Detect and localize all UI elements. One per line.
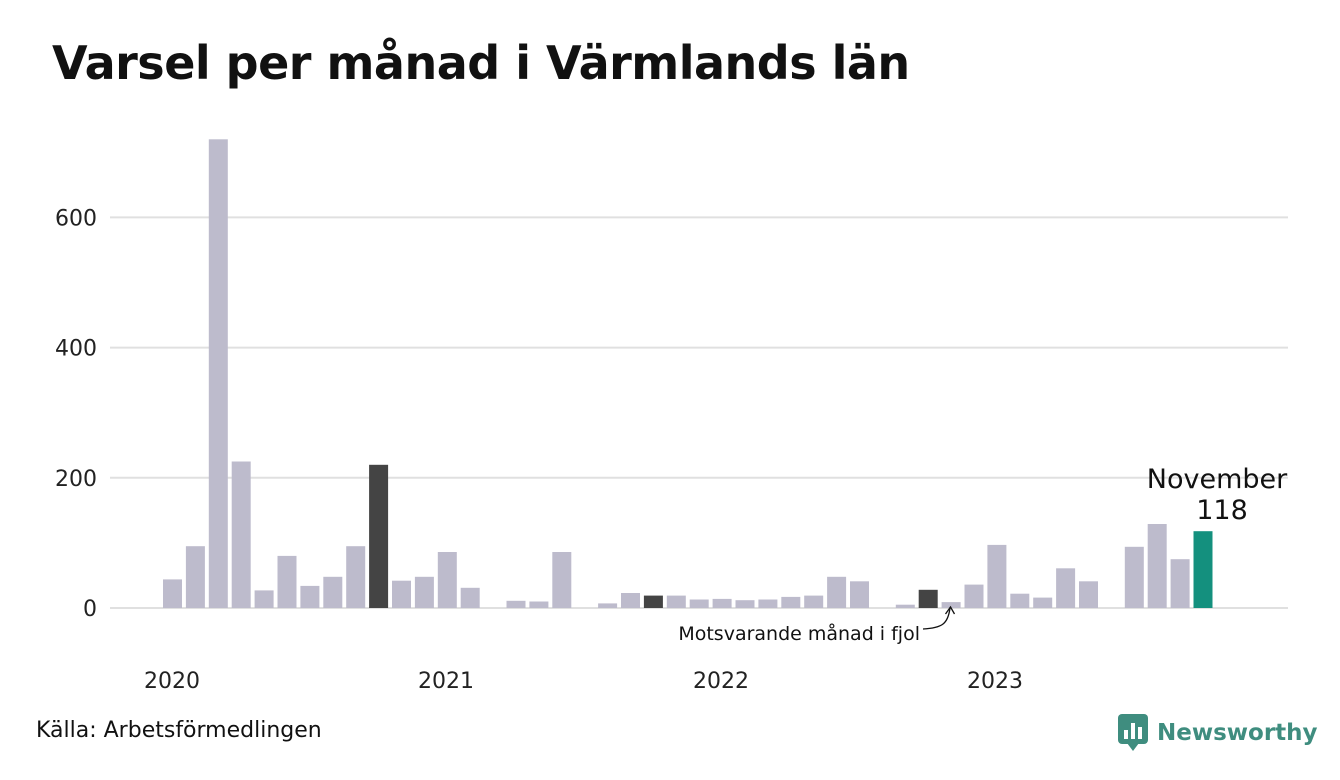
annotation-text: Motsvarande månad i fjol (678, 622, 920, 645)
newsworthy-logo: Newsworthy (1118, 714, 1318, 752)
bar (460, 587, 480, 608)
x-tick-label: 2021 (418, 669, 474, 694)
x-tick-label: 2020 (144, 669, 200, 694)
y-tick-label: 200 (55, 467, 97, 492)
bar (827, 576, 847, 608)
bar (208, 139, 228, 609)
gridlines (110, 216, 1288, 609)
bar (1124, 546, 1144, 608)
bar (1056, 568, 1076, 608)
bar (346, 546, 366, 608)
x-tick-label: 2023 (967, 669, 1023, 694)
newsworthy-logo-icon (1118, 714, 1148, 751)
bar (1079, 581, 1098, 608)
bar (1170, 559, 1190, 608)
y-tick-label: 0 (83, 597, 97, 622)
bar (163, 579, 182, 608)
bar (277, 555, 297, 608)
chart-title: Varsel per månad i Värmlands län (52, 36, 910, 90)
x-tick-label: 2022 (693, 669, 749, 694)
bar (621, 593, 640, 608)
bar-previous-year (643, 595, 663, 608)
bar-chart: 0 200 400 600 2020 2021 2022 2023 Motsvarande … (55, 139, 1288, 694)
bar (529, 601, 549, 608)
annotation-arrow (922, 607, 951, 630)
bar-previous-year (918, 589, 938, 608)
bar (964, 584, 984, 608)
highlight-label: November 118 (1147, 464, 1288, 526)
bar (254, 590, 274, 608)
bar (437, 552, 457, 608)
bar-current-month (1193, 531, 1213, 608)
bar (598, 603, 618, 608)
bars (163, 139, 1213, 609)
y-axis-ticks: 0 200 400 600 (55, 206, 97, 622)
bar (323, 576, 343, 608)
bar (735, 600, 755, 608)
bar (941, 602, 961, 608)
source-note: Källa: Arbetsförmedlingen (36, 718, 322, 743)
bar (414, 576, 434, 608)
bar-previous-year (369, 464, 389, 608)
bar (804, 595, 824, 608)
bar (506, 600, 526, 608)
bar (712, 598, 732, 608)
bar (850, 581, 869, 608)
bar (231, 461, 251, 608)
bar (987, 544, 1007, 608)
annotation-arrowhead (944, 605, 956, 615)
bar (1010, 593, 1030, 608)
highlight-value: 118 (1196, 495, 1248, 526)
bar (1033, 597, 1053, 608)
bar (781, 596, 801, 608)
bar (300, 585, 320, 608)
bar (666, 595, 686, 608)
bar (895, 604, 915, 608)
x-axis-ticks: 2020 2021 2022 2023 (144, 669, 1023, 694)
brand-name: Newsworthy (1157, 720, 1318, 746)
highlight-month: November (1147, 464, 1288, 495)
bar (185, 546, 205, 608)
y-tick-label: 400 (55, 337, 97, 362)
bar (552, 552, 572, 608)
bar (392, 580, 411, 608)
y-tick-label: 600 (55, 206, 97, 231)
previous-year-annotation: Motsvarande månad i fjol (678, 605, 956, 645)
bar (689, 599, 709, 608)
bar (758, 599, 778, 608)
bar (1147, 524, 1167, 608)
